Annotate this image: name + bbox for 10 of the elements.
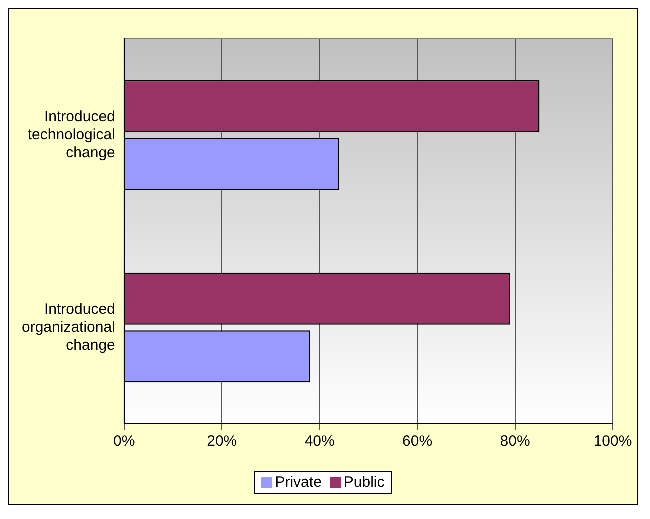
legend-label: Public bbox=[344, 474, 385, 491]
x-tick-label: 0% bbox=[114, 433, 136, 450]
x-tick-label: 100% bbox=[594, 433, 632, 450]
x-tick-label: 60% bbox=[402, 433, 433, 450]
x-tick-label: 20% bbox=[207, 433, 238, 450]
y-tick-label: Introduced technological change bbox=[28, 108, 116, 162]
y-tick-label: Introduced organizational change bbox=[22, 300, 116, 354]
legend-label: Private bbox=[275, 474, 322, 491]
x-tick-label: 80% bbox=[500, 433, 530, 450]
x-tick-label: 40% bbox=[304, 433, 335, 450]
